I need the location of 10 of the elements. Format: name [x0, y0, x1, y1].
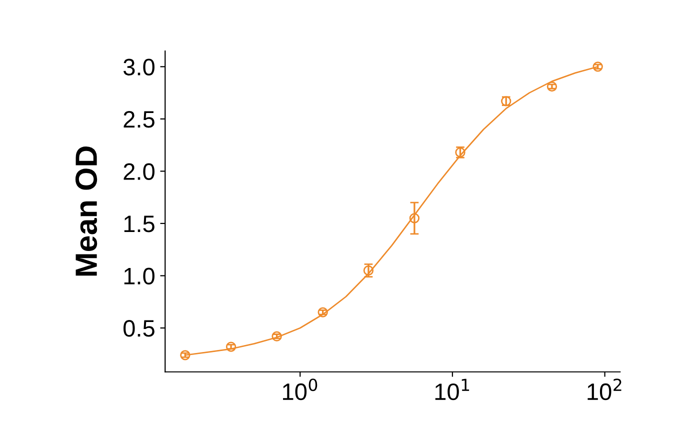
- x-tick-label: 10$^{1}$: [435, 378, 470, 400]
- x-tick-label: 10$^{0}$: [283, 378, 318, 400]
- y-tick-label: 2.0: [124, 163, 154, 180]
- y-tick-label: 1.5: [124, 216, 154, 232]
- y-tick-label: 1.0: [124, 268, 154, 285]
- x-tick-label: 10$^{2}$: [588, 378, 622, 400]
- y-tick-label: 2.5: [124, 111, 154, 128]
- y-tick-label: 3.0: [123, 58, 154, 76]
- y-tick-label: 0.5: [124, 320, 154, 337]
- y-axis-title: Mean OD: [75, 146, 98, 276]
